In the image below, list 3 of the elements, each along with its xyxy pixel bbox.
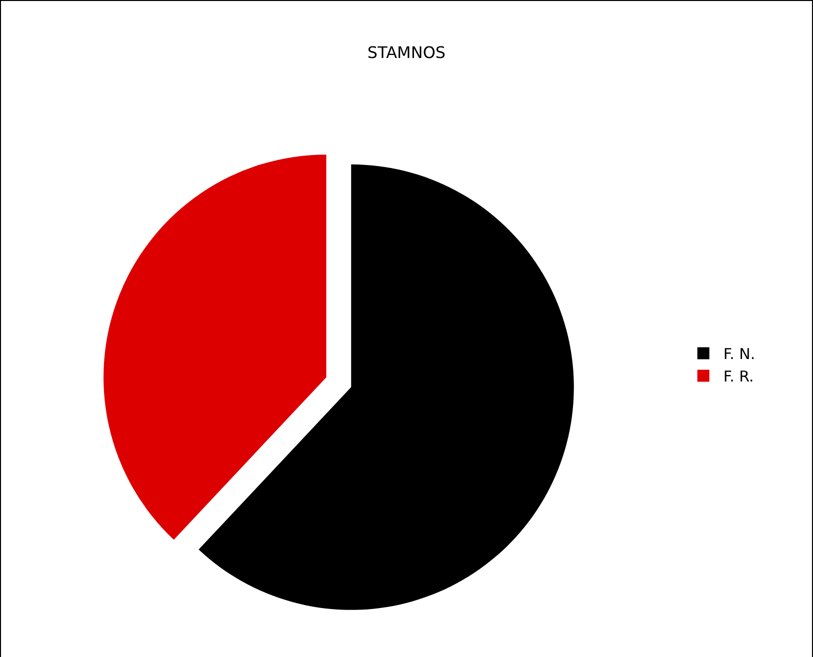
chart-title: STAMNOS <box>367 43 446 62</box>
legend-label: F. N. <box>723 345 756 364</box>
legend-label: F. R. <box>723 368 754 386</box>
